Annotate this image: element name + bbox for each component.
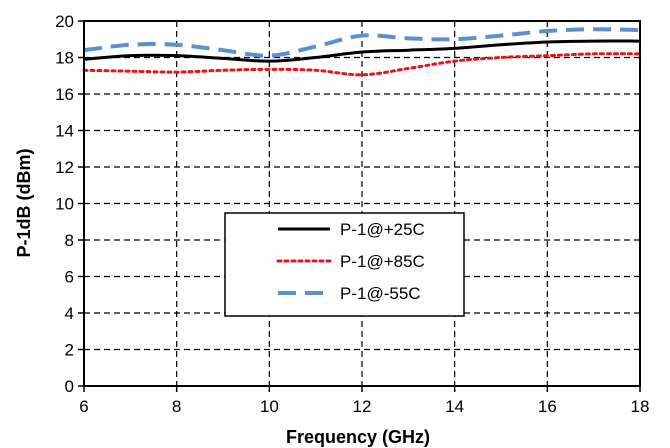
y-axis-title: P-1dB (dBm) bbox=[14, 149, 34, 258]
x-axis-title: Frequency (GHz) bbox=[286, 427, 430, 447]
legend-box bbox=[224, 212, 465, 317]
legend: P-1@+25C P-1@+85C P-1@-55C bbox=[224, 212, 465, 317]
legend-items: P-1@+25C P-1@+85C P-1@-55C bbox=[276, 220, 425, 303]
grid bbox=[84, 21, 640, 386]
x-tick-label: 14 bbox=[445, 397, 464, 416]
axis-ticks bbox=[78, 20, 641, 392]
x-tick-label: 8 bbox=[172, 397, 181, 416]
y-tick-label: 6 bbox=[65, 268, 74, 287]
x-tick-labels: 6 8 10 12 14 16 18 bbox=[79, 397, 649, 416]
y-tick-label: 2 bbox=[65, 341, 74, 360]
y-tick-label: 12 bbox=[55, 158, 74, 177]
x-tick-label: 6 bbox=[79, 397, 88, 416]
legend-label: P-1@+85C bbox=[340, 252, 425, 271]
x-tick-label: 12 bbox=[353, 397, 372, 416]
legend-label: P-1@+25C bbox=[340, 220, 425, 239]
series-line-2 bbox=[82, 52, 642, 77]
series-lines bbox=[82, 27, 642, 77]
x-tick-label: 16 bbox=[538, 397, 557, 416]
y-tick-label: 20 bbox=[55, 12, 74, 31]
y-tick-labels: 0 2 4 6 8 10 12 14 16 18 20 bbox=[55, 12, 74, 396]
legend-label: P-1@-55C bbox=[340, 284, 421, 303]
y-tick-label: 4 bbox=[65, 304, 74, 323]
x-tick-label: 10 bbox=[260, 397, 279, 416]
series-line-3 bbox=[83, 27, 641, 58]
y-tick-label: 0 bbox=[65, 377, 74, 396]
y-tick-label: 16 bbox=[55, 85, 74, 104]
series-line-1 bbox=[83, 39, 641, 63]
y-tick-label: 10 bbox=[55, 195, 74, 214]
y-tick-label: 14 bbox=[55, 122, 74, 141]
y-tick-label: 8 bbox=[65, 231, 74, 250]
y-tick-label: 18 bbox=[55, 49, 74, 68]
x-tick-label: 18 bbox=[631, 397, 650, 416]
